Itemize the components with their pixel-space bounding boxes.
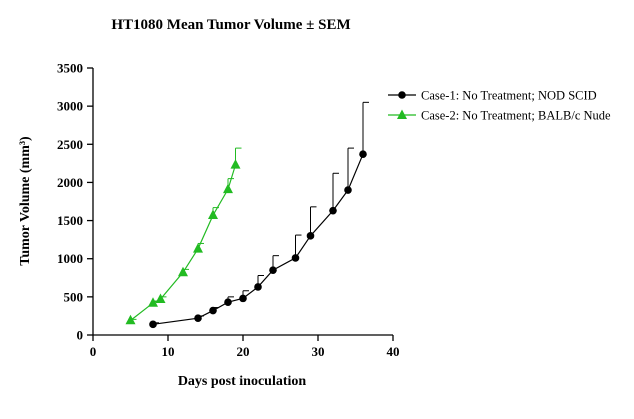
data-point bbox=[148, 297, 158, 307]
legend-marker bbox=[398, 91, 406, 99]
y-tick-label: 2500 bbox=[57, 137, 83, 152]
data-point bbox=[269, 266, 277, 274]
data-point bbox=[329, 206, 337, 215]
y-tick-label: 0 bbox=[77, 328, 84, 343]
legend-label: Case-1: No Treatment; NOD SCID bbox=[421, 89, 597, 103]
series-2 bbox=[125, 147, 242, 325]
x-axis-title: Days post inoculation bbox=[178, 374, 307, 389]
data-point bbox=[209, 306, 217, 315]
axes: 0 10 20 30 40 0 500 1000 1500 2000 2500 3000 3500 bbox=[57, 61, 400, 360]
data-point bbox=[224, 298, 232, 306]
series-line bbox=[152, 153, 364, 325]
y-tick-label: 3000 bbox=[57, 99, 83, 114]
data-point bbox=[194, 314, 202, 323]
data-point bbox=[239, 294, 247, 303]
data-point bbox=[223, 183, 233, 194]
y-axis-title: Tumor Volume (mm³) bbox=[18, 136, 33, 266]
x-tick-label: 20 bbox=[237, 344, 250, 359]
series-1 bbox=[149, 101, 369, 329]
data-point bbox=[208, 209, 218, 220]
data-point bbox=[230, 159, 241, 169]
data-point bbox=[125, 314, 136, 325]
x-tick-label: 10 bbox=[162, 344, 175, 359]
data-point bbox=[344, 186, 352, 194]
legend-label: Case-2: No Treatment; BALB/c Nude bbox=[421, 109, 611, 123]
y-tick-label: 2000 bbox=[57, 175, 83, 190]
x-tick-label: 30 bbox=[312, 344, 325, 359]
data-point bbox=[291, 254, 300, 262]
y-tick-label: 1000 bbox=[57, 251, 83, 266]
data-point bbox=[306, 232, 315, 240]
plot-area bbox=[125, 101, 369, 329]
x-tick-label: 0 bbox=[90, 344, 97, 359]
data-point bbox=[178, 266, 188, 277]
series-line bbox=[130, 164, 237, 321]
y-tick-label: 500 bbox=[64, 289, 84, 304]
legend: Case-1: No Treatment; NOD SCID Case-2: No… bbox=[388, 89, 611, 123]
legend-marker bbox=[397, 109, 407, 119]
data-point bbox=[149, 320, 157, 329]
data-point bbox=[359, 150, 367, 159]
x-tick-label: 40 bbox=[387, 344, 400, 359]
data-point bbox=[193, 243, 203, 253]
chart-title: HT1080 Mean Tumor Volume ± SEM bbox=[111, 17, 350, 33]
data-point bbox=[254, 283, 262, 291]
y-tick-label: 1500 bbox=[57, 213, 83, 228]
y-tick-label: 3500 bbox=[57, 61, 83, 76]
data-point bbox=[155, 293, 166, 303]
